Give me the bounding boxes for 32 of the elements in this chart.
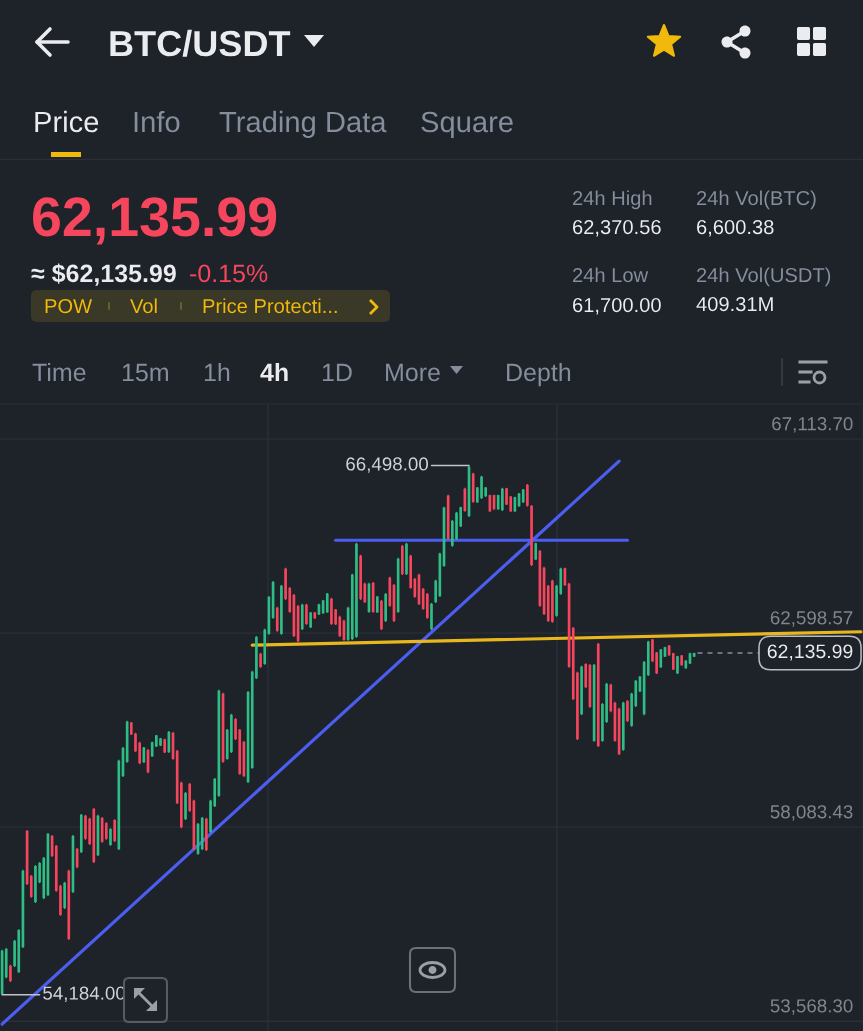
- text: 6,600.38: [697, 219, 774, 237]
- text: Price: [35, 110, 99, 133]
- text: Vol: [130, 298, 157, 314]
- text: Time: [32, 362, 86, 382]
- text: 24h Vol(BTC): [697, 190, 816, 210]
- text: Price Protecti...: [203, 298, 337, 314]
- text: -0.15%: [190, 264, 268, 283]
- text: 62,135.99: [33, 197, 277, 245]
- text: ≈ $62,135.99: [31, 263, 176, 286]
- text: 4h: [260, 362, 288, 381]
- text: 24h Low: [573, 267, 649, 283]
- chart-title: BTC/USDT: [110, 29, 291, 57]
- annotation: 66,498.00: [346, 457, 429, 473]
- text: 62,370.56: [573, 219, 661, 237]
- text: 15m: [122, 363, 168, 382]
- text: More: [386, 363, 440, 382]
- text: 24h Vol(USDT): [697, 267, 831, 287]
- y-tick-label: 58,083.43: [770, 805, 853, 821]
- y-tick-label: 62,598.57: [770, 611, 853, 627]
- text: 61,700.00: [573, 297, 661, 315]
- y-tick-label: 53,568.30: [770, 999, 853, 1015]
- text: POW: [45, 298, 93, 314]
- text: Depth: [507, 362, 571, 387]
- text: 24h High: [573, 190, 652, 210]
- text: 1D: [322, 363, 352, 381]
- text: Square: [421, 111, 513, 139]
- y-tick-label: 67,113.70: [772, 417, 853, 433]
- ref-line-label: 62,135.99: [767, 644, 853, 661]
- text: 409.31M: [696, 296, 773, 312]
- text: Info: [134, 110, 180, 133]
- text: 1h: [204, 362, 230, 381]
- text: Trading Data: [219, 110, 387, 139]
